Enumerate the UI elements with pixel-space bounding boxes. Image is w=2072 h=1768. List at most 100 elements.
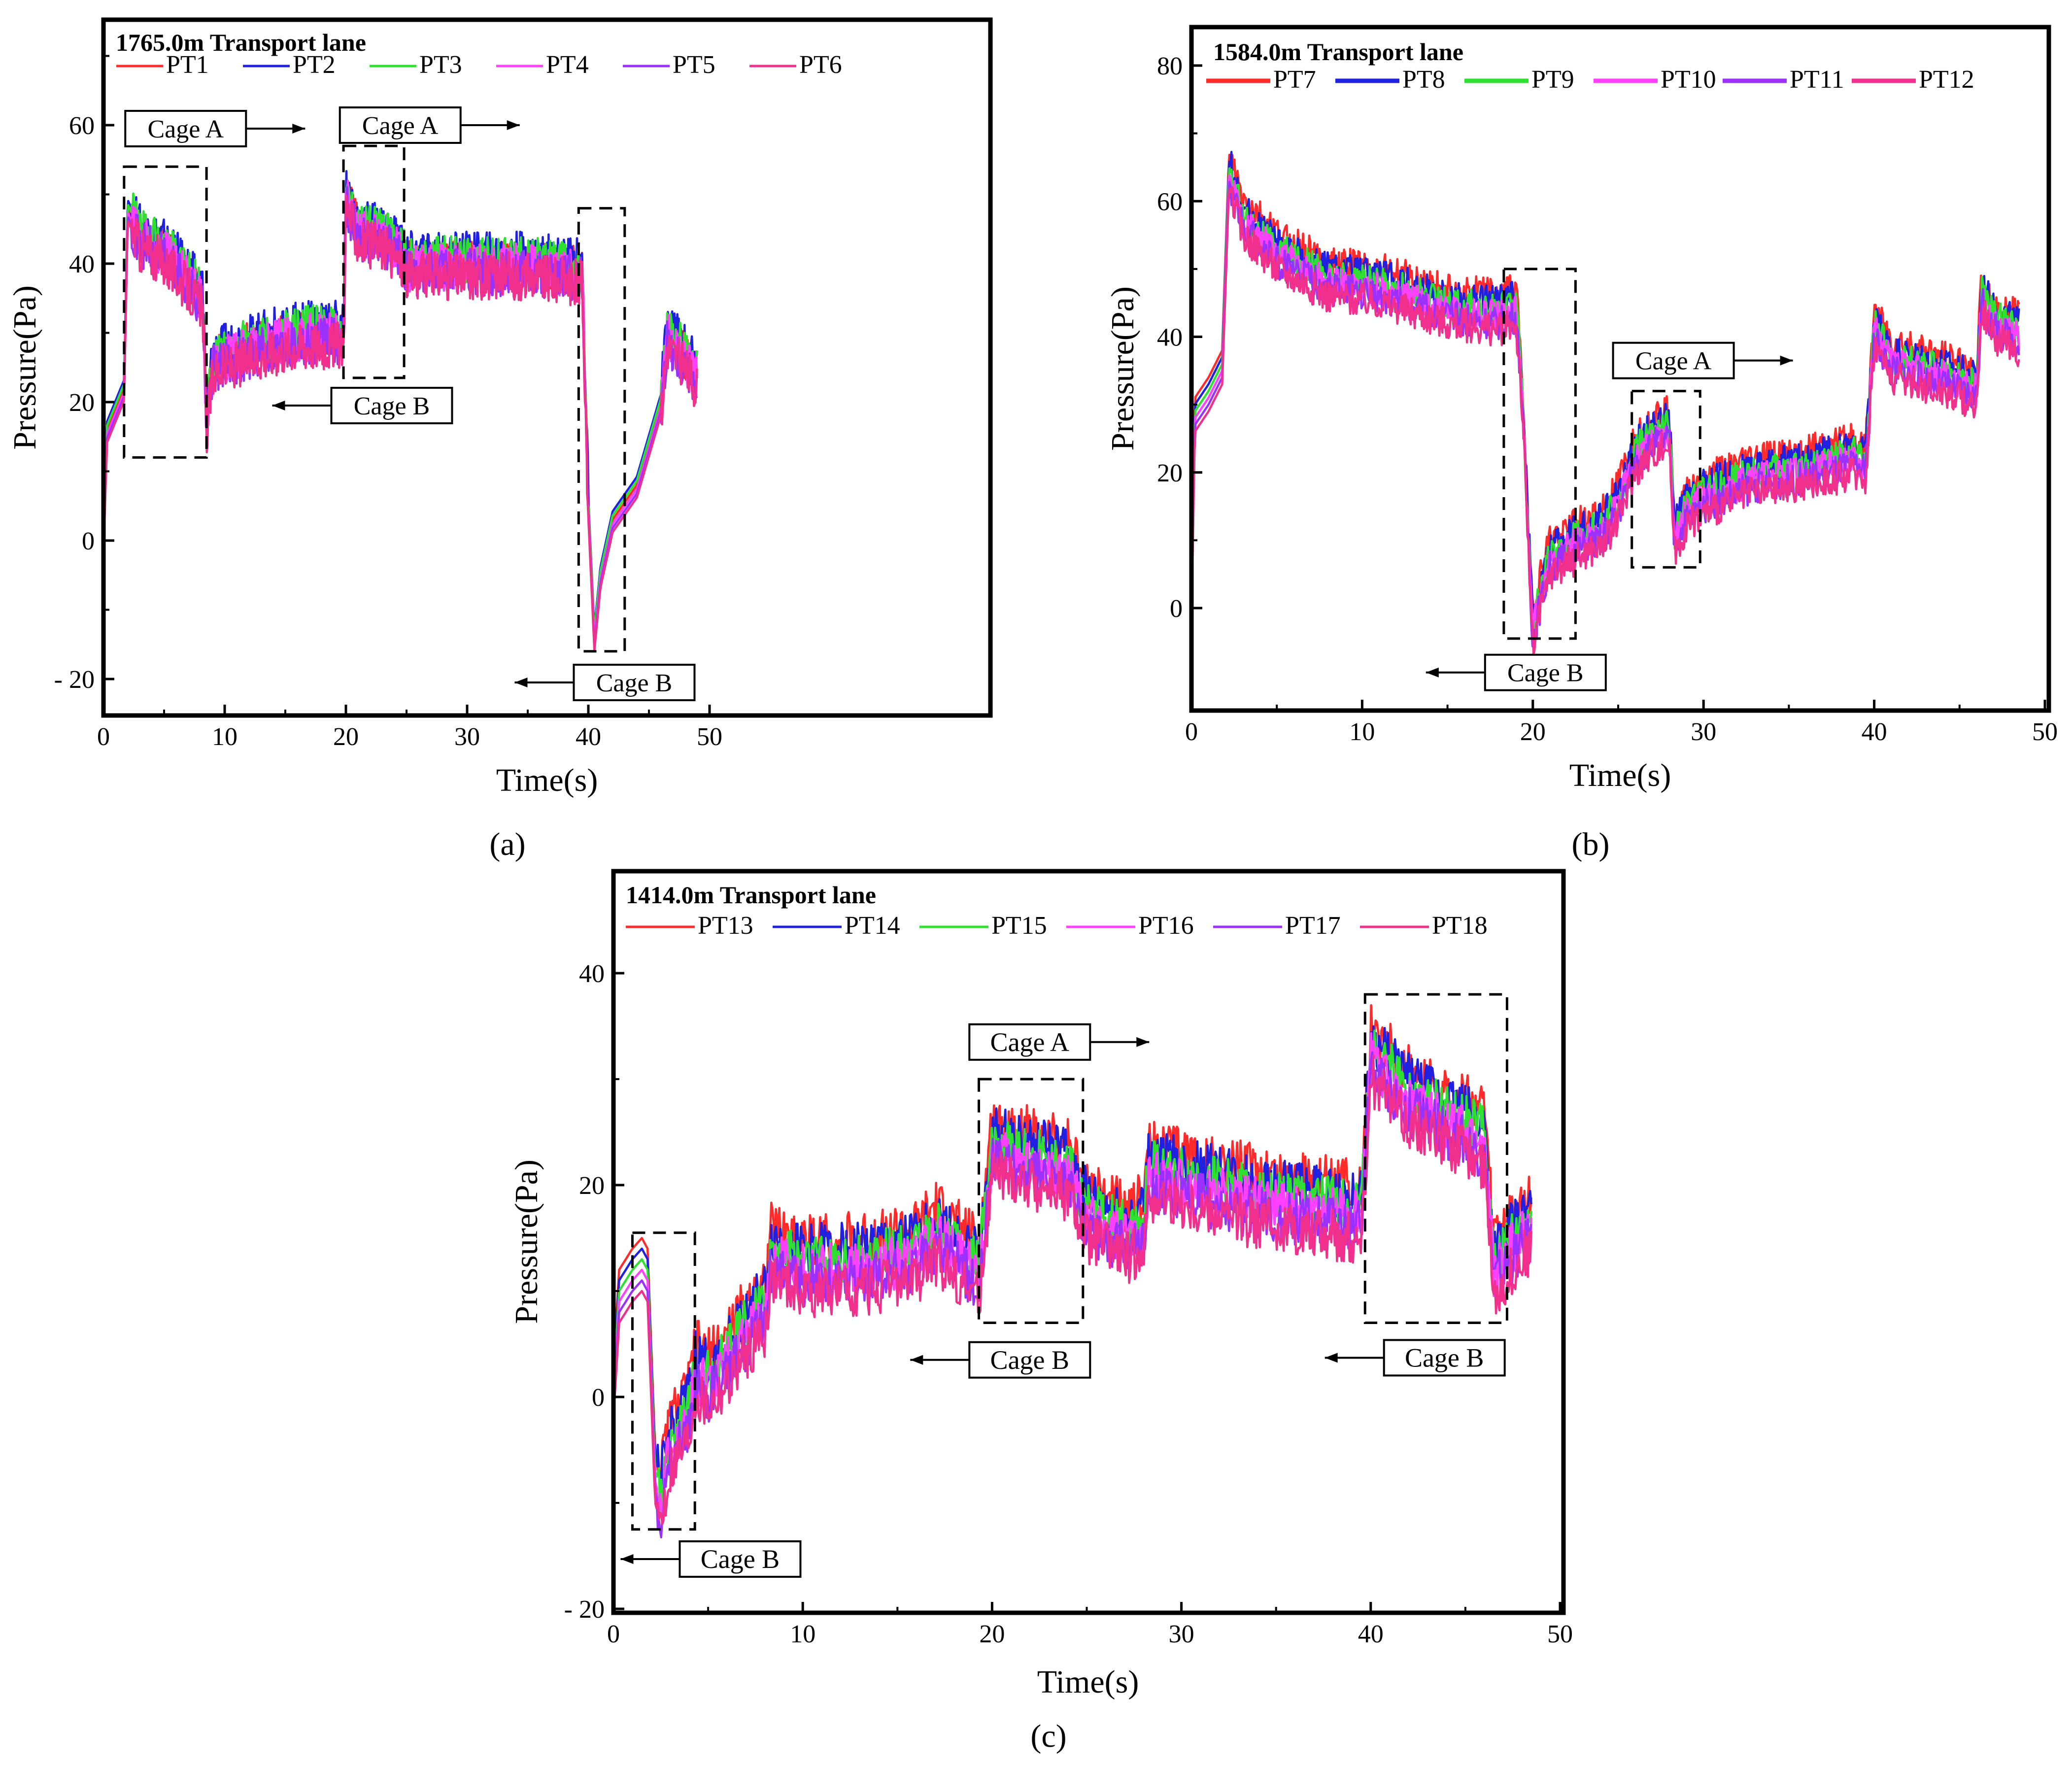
series-line-pt18 bbox=[612, 1054, 1532, 1526]
cage-label: Cage B bbox=[701, 1544, 780, 1574]
figure-label-a: (a) bbox=[489, 826, 525, 862]
cage-label-box bbox=[1484, 653, 1607, 691]
plot-frame-a bbox=[101, 17, 993, 718]
legend-label-pt4: PT4 bbox=[546, 51, 589, 79]
figure-label-b: (b) bbox=[1572, 826, 1610, 862]
y-tick-label: - 20 bbox=[564, 1596, 605, 1624]
y-tick-label: 20 bbox=[579, 1172, 605, 1200]
arrow-head bbox=[1325, 1353, 1338, 1363]
chart-panel-c: Cage B Cage A Cage B Cage B 1414.0m Transpo… bbox=[509, 869, 1573, 1754]
series-layer-c bbox=[612, 1004, 1532, 1539]
chart-panel-a: Cage A Cage A Cage B Cage B 1765.0m Transpo… bbox=[7, 17, 993, 862]
series-line-pt16 bbox=[612, 1032, 1532, 1522]
y-tick-label: 20 bbox=[69, 389, 95, 417]
legend-c: PT13 PT14 PT15 PT16 PT17 PT18 bbox=[626, 912, 1488, 940]
cage-label-box bbox=[679, 1540, 802, 1578]
x-axis-label-c: Time(s) bbox=[1037, 1664, 1139, 1700]
legend-label-pt15: PT15 bbox=[991, 912, 1047, 940]
cage-region-box bbox=[123, 165, 208, 459]
legend-label-pt17: PT17 bbox=[1285, 912, 1341, 940]
arrow-head bbox=[292, 124, 306, 134]
x-tick-label: 50 bbox=[1547, 1620, 1573, 1648]
plot-area-a: Cage A Cage A Cage B Cage B 1765.0m Transpo… bbox=[101, 17, 993, 718]
cage-region-box bbox=[1502, 268, 1577, 640]
cage-label: Cage A bbox=[148, 115, 224, 143]
legend-label-pt16: PT16 bbox=[1138, 912, 1194, 940]
cage-region-box bbox=[342, 144, 406, 379]
legend-label-pt11: PT11 bbox=[1790, 66, 1844, 94]
cage-label: Cage B bbox=[1405, 1343, 1484, 1372]
chart-title-b: 1584.0m Transport lane bbox=[1213, 38, 1463, 66]
y-tick-label: 80 bbox=[1157, 52, 1183, 80]
plot-frame-b bbox=[1189, 25, 2051, 713]
x-tick-label: 0 bbox=[1185, 718, 1198, 746]
legend-label-pt6: PT6 bbox=[799, 51, 842, 79]
plot-area-c: Cage B Cage A Cage B Cage B 1414.0m Transpo… bbox=[611, 869, 1566, 1615]
arrow-head bbox=[620, 1554, 634, 1564]
x-tick-label: 0 bbox=[607, 1620, 620, 1648]
cage-label: Cage B bbox=[1507, 659, 1584, 687]
x-tick-label: 40 bbox=[1358, 1620, 1384, 1648]
legend-label-pt13: PT13 bbox=[698, 912, 753, 940]
x-tick-label: 30 bbox=[454, 723, 480, 751]
x-tick-label: 20 bbox=[1520, 718, 1546, 746]
cage-region-box bbox=[1363, 993, 1508, 1324]
x-tick-label: 50 bbox=[2032, 718, 2058, 746]
y-tick-label: 40 bbox=[579, 960, 605, 988]
cage-region-box bbox=[1630, 390, 1701, 569]
legend-label-pt5: PT5 bbox=[673, 51, 715, 79]
x-tick-label: 10 bbox=[1349, 718, 1375, 746]
plot-frame-c bbox=[611, 869, 1566, 1615]
y-axis-label-a: Pressure(Pa) bbox=[7, 285, 43, 450]
y-tick-label: - 20 bbox=[54, 666, 95, 694]
x-tick-label: 10 bbox=[212, 723, 238, 751]
legend-label-pt1: PT1 bbox=[166, 51, 209, 79]
cage-label: Cage B bbox=[596, 669, 673, 697]
x-tick-label: 20 bbox=[979, 1620, 1005, 1648]
legend-label-pt8: PT8 bbox=[1402, 66, 1445, 94]
annotation-layer-b: Cage B Cage A bbox=[1426, 268, 1793, 691]
cage-label-box bbox=[339, 106, 462, 144]
arrow-head bbox=[507, 120, 520, 130]
legend-a: PT1 PT2 PT3 PT4 PT5 PT6 bbox=[116, 51, 842, 79]
y-tick-label: 40 bbox=[1157, 324, 1183, 352]
cage-label-box bbox=[124, 110, 247, 148]
x-tick-label: 30 bbox=[1691, 718, 1716, 746]
x-tick-label: 40 bbox=[576, 723, 601, 751]
legend-label-pt14: PT14 bbox=[845, 912, 900, 940]
cage-label-box bbox=[1383, 1339, 1506, 1377]
legend-label-pt10: PT10 bbox=[1661, 66, 1716, 94]
legend-b: PT7 PT8 PT9 PT10 PT11 PT12 bbox=[1206, 66, 1974, 94]
x-axis-label-a: Time(s) bbox=[496, 762, 598, 798]
y-tick-label: 0 bbox=[592, 1384, 605, 1412]
legend-label-pt2: PT2 bbox=[293, 51, 336, 79]
axes-b: 0 10 20 30 40 50 0 20 40 60 80 bbox=[1157, 52, 2058, 746]
cage-label-box bbox=[968, 1341, 1091, 1379]
x-axis-label-b: Time(s) bbox=[1569, 757, 1671, 793]
cage-label: Cage B bbox=[990, 1345, 1069, 1375]
y-tick-label: 0 bbox=[82, 527, 95, 555]
series-layer-a bbox=[102, 170, 698, 651]
annotation-layer-c: Cage B Cage A Cage B Cage B bbox=[620, 993, 1508, 1578]
series-line-pt12 bbox=[1190, 186, 2020, 655]
cage-label: Cage A bbox=[362, 112, 439, 140]
y-axis-label-c: Pressure(Pa) bbox=[509, 1159, 544, 1324]
legend-label-pt7: PT7 bbox=[1273, 66, 1316, 94]
arrow-head bbox=[514, 678, 528, 688]
x-tick-label: 30 bbox=[1169, 1620, 1194, 1648]
x-tick-label: 40 bbox=[1862, 718, 1887, 746]
x-tick-label: 50 bbox=[697, 723, 722, 751]
arrow-head bbox=[1426, 667, 1439, 678]
arrow-head bbox=[1780, 355, 1793, 366]
annotation-layer-a: Cage A Cage A Cage B Cage B bbox=[123, 106, 696, 702]
legend-label-pt12: PT12 bbox=[1919, 66, 1974, 94]
legend-label-pt9: PT9 bbox=[1531, 66, 1574, 94]
cage-region-box bbox=[577, 207, 626, 653]
series-layer-b bbox=[1190, 151, 2020, 655]
y-tick-label: 60 bbox=[1157, 188, 1183, 216]
cage-label: Cage B bbox=[354, 392, 430, 420]
cage-label-box bbox=[1612, 341, 1735, 379]
